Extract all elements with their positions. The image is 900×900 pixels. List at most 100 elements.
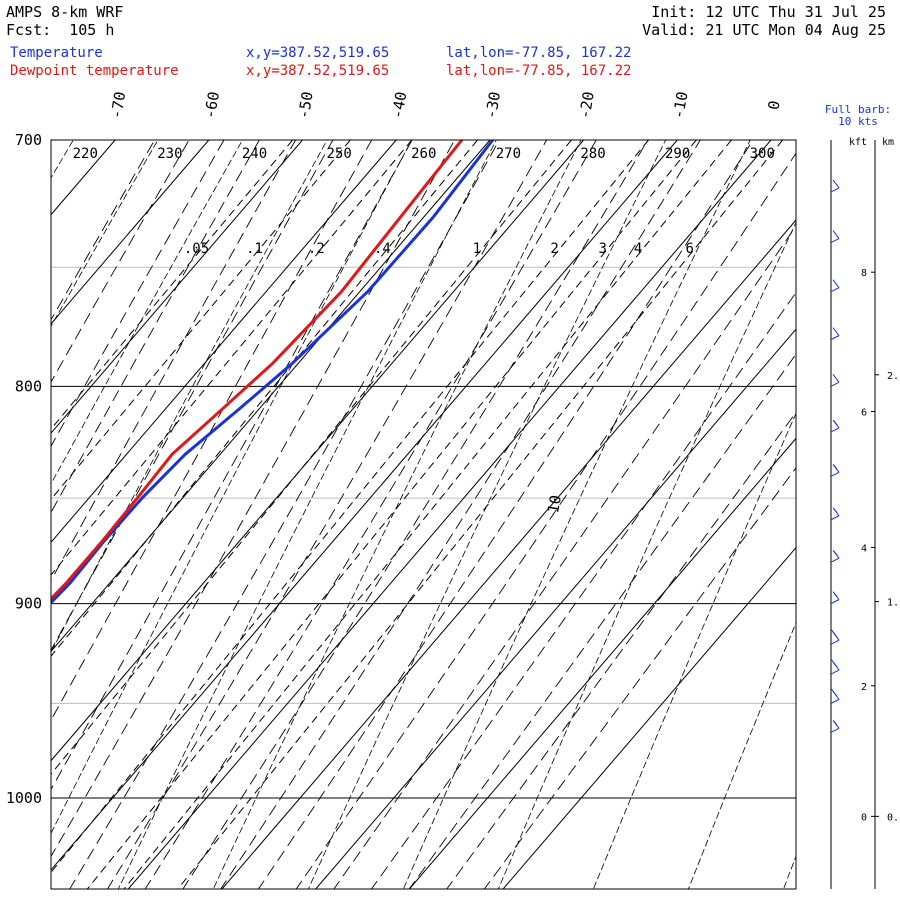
isotherm-line — [409, 437, 796, 889]
forecast-hour: Fcst: 105 h — [6, 21, 115, 39]
dry-adiabats — [51, 140, 796, 889]
km-label: km — [882, 137, 894, 148]
km-tick-label: 0. — [887, 812, 899, 823]
wind-barb-flag — [830, 628, 838, 638]
wind-barb-half — [833, 420, 838, 426]
moist-adiabat-line — [257, 140, 754, 889]
moist-adiabat-line — [333, 225, 796, 889]
mixing-ratio-label: 3 — [598, 241, 606, 257]
isobars — [51, 385, 796, 799]
dry-adiabat-line — [497, 221, 796, 889]
km-tick-label: 1. — [887, 598, 899, 609]
wind-barb-shaft — [830, 669, 840, 675]
dry-adiabat-line — [51, 140, 328, 654]
mixing-ratio-line — [51, 140, 351, 501]
isotherm-label: 10 — [544, 494, 565, 515]
mixing-ratio-line — [51, 140, 293, 430]
isotherm-line — [51, 140, 303, 434]
dry-adiabat-line — [402, 140, 751, 889]
moist-adiabats — [51, 140, 796, 889]
dewpoint-profile — [51, 140, 464, 601]
wind-barb-shaft — [830, 599, 840, 605]
moist-adiabat-line — [408, 353, 796, 889]
moist-adiabat-line — [483, 467, 796, 889]
mixing-ratio-line — [51, 140, 572, 775]
legend-temperature-latlon: lat,lon=-77.85, 167.22 — [446, 45, 632, 61]
mixing-ratio-line — [51, 140, 413, 576]
wind-barb-shaft — [830, 639, 840, 645]
wind-barb-flag — [832, 327, 840, 336]
moist-adiabat-line — [51, 140, 373, 721]
plot-frame — [50, 139, 797, 890]
valid-time: Valid: 21 UTC Mon 04 Aug 25 — [642, 21, 886, 39]
isotherm-label: -50 — [294, 90, 316, 120]
dry-adiabat-label: 260 — [411, 146, 436, 162]
kft-label: kft — [849, 137, 867, 148]
wind-barb-shaft — [830, 471, 840, 477]
legend-temperature-label: Temperature — [10, 45, 103, 61]
moist-adiabat-line — [182, 140, 649, 889]
wind-barb-half — [833, 550, 838, 556]
dry-adiabat-label: 270 — [496, 146, 521, 162]
wind-barb-flag — [832, 279, 840, 289]
isotherm-line — [51, 140, 397, 544]
wind-barb-shaft — [830, 427, 840, 433]
wind-barb-shaft — [830, 515, 840, 521]
wind-barb-flag — [832, 374, 840, 383]
barb-note-line1: Full barb: — [825, 103, 891, 116]
wind-barb-shaft — [830, 187, 840, 193]
pressure-tick-label: 800 — [15, 377, 42, 395]
isotherm-line — [502, 546, 796, 889]
wind-barb-half — [833, 592, 838, 597]
wind-barb-half — [833, 508, 838, 514]
pressure-tick-label: 900 — [15, 595, 42, 613]
pressure-tick-label: 1000 — [6, 789, 42, 807]
dry-adiabat-label: 300 — [750, 146, 775, 162]
dry-adiabat-line — [51, 140, 413, 835]
isotherm-line — [127, 140, 772, 889]
isotherm-line — [221, 219, 796, 889]
isotherm-label: -20 — [575, 90, 597, 120]
sounding-profiles — [51, 140, 495, 605]
init-time: Init: 12 UTC Thu 31 Jul 25 — [651, 3, 886, 21]
moist-adiabat-line — [51, 140, 260, 514]
pressure-tick-label: 700 — [15, 131, 42, 149]
isotherm-line — [0, 140, 21, 889]
moist-adiabat-line — [69, 140, 500, 889]
moist-adiabat-line — [295, 152, 796, 889]
dry-adiabat-line — [592, 412, 796, 889]
moist-adiabat-line — [51, 140, 225, 448]
dry-adiabat-line — [212, 140, 582, 889]
mixing-ratio-label: 6 — [685, 241, 693, 257]
dry-adiabat-line — [307, 140, 667, 889]
isotherm-line — [315, 328, 796, 889]
mixing-ratio-label: .1 — [246, 241, 263, 257]
isotherm-label: -60 — [201, 90, 223, 120]
kft-tick-label: 8 — [861, 268, 867, 279]
wind-barb-half — [833, 465, 838, 470]
kft-tick-label: 4 — [861, 543, 867, 554]
isotherm-line — [51, 140, 210, 325]
isotherm-label: -10 — [669, 90, 691, 120]
moist-adiabat-line — [220, 140, 701, 889]
isotherm-label: 0 — [764, 99, 783, 111]
dry-adiabat-label: 240 — [242, 146, 267, 162]
barb-note-line2: 10 kts — [838, 115, 878, 128]
moist-adiabat-line — [144, 140, 597, 889]
mixing-ratio-label: .2 — [308, 241, 325, 257]
dry-adiabat-line — [51, 140, 159, 327]
moist-adiabat-line — [446, 411, 796, 889]
header-right: Init: 12 UTC Thu 31 Jul 25 Valid: 21 UTC… — [642, 3, 886, 39]
mixing-ratio-label: .05 — [184, 241, 209, 257]
kft-tick-label: 2 — [861, 682, 867, 693]
km-tick-label: 2. — [887, 371, 899, 382]
height-scale: kft km 8 6 4 2 0 2. 1. 0. — [849, 137, 899, 889]
dry-adiabat-line — [117, 140, 497, 889]
dry-adiabat-label: 230 — [157, 146, 182, 162]
wind-barb-shaft — [830, 557, 840, 563]
wind-barb-flag — [830, 688, 838, 697]
wind-barb-shaft — [830, 381, 840, 387]
mixing-ratio-label: 1 — [473, 241, 481, 257]
isotherms — [0, 140, 796, 889]
dry-adiabat-label: 220 — [73, 146, 98, 162]
